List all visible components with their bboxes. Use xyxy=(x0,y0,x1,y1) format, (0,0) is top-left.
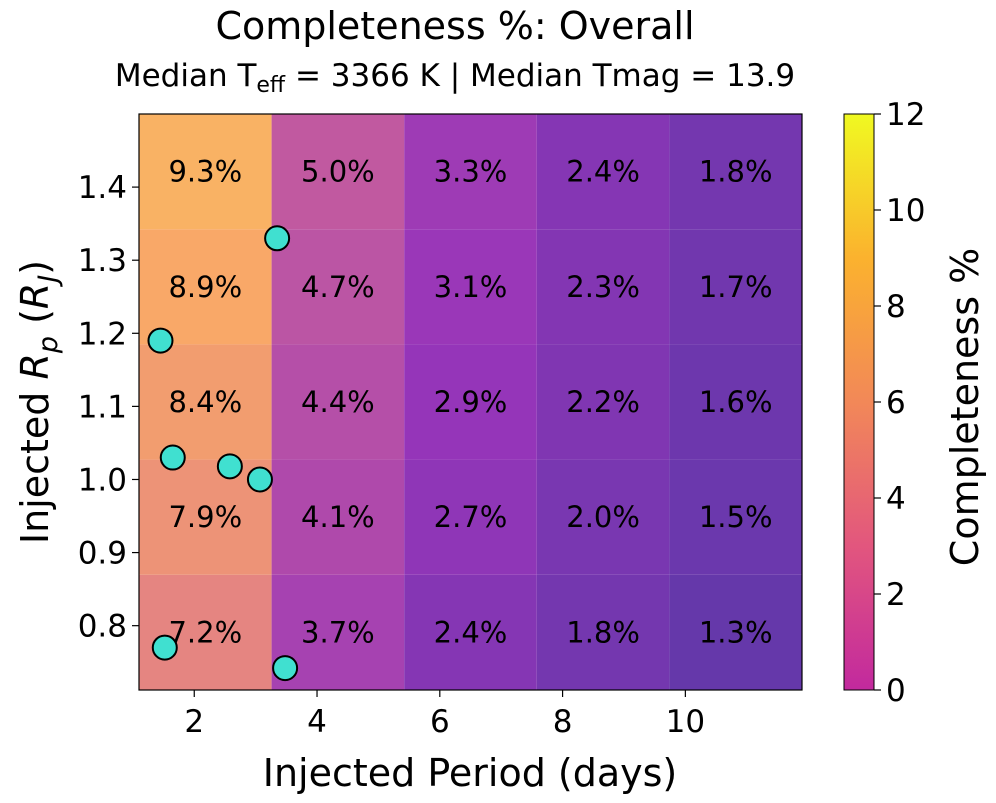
cell-value-label: 1.6% xyxy=(699,385,773,419)
y-tick-label: 1.1 xyxy=(78,389,127,425)
cell-value-label: 2.7% xyxy=(434,500,508,534)
y-label-open-paren: ( xyxy=(13,309,57,336)
heatmap-cell xyxy=(669,574,802,690)
colorbar-tick-label: 12 xyxy=(886,97,925,133)
cell-value-label: 7.9% xyxy=(168,500,242,534)
y-axis-label: Injected Rp (RJ) xyxy=(13,260,64,544)
cell-value-label: 2.4% xyxy=(434,615,508,649)
heatmap-cell xyxy=(536,344,670,460)
cell-value-label: 1.5% xyxy=(699,500,773,534)
heatmap-cell xyxy=(271,114,405,230)
heatmap-cell xyxy=(404,114,537,230)
colorbar-tick-label: 2 xyxy=(886,577,906,613)
colorbar-tick-label: 0 xyxy=(886,673,906,709)
colorbar-tick-label: 10 xyxy=(886,193,925,229)
heatmap-cell xyxy=(404,459,537,575)
heatmap-cell xyxy=(271,229,405,345)
y-tick-label: 0.8 xyxy=(78,609,127,645)
cell-value-label: 4.7% xyxy=(301,270,375,304)
heatmap-cell xyxy=(669,459,802,575)
cell-value-label: 2.0% xyxy=(566,500,640,534)
x-tick-label: 2 xyxy=(184,704,204,740)
planet-marker xyxy=(151,634,178,661)
y-label-var: R xyxy=(13,353,57,379)
y-label-prefix: Injected xyxy=(13,380,57,545)
x-tick-label: 10 xyxy=(666,704,705,740)
heatmap-cell xyxy=(404,574,537,690)
y-label-close-paren: ) xyxy=(13,260,57,275)
cell-value-label: 8.9% xyxy=(168,270,242,304)
heatmap-cell xyxy=(669,114,802,230)
heatmap-cell xyxy=(139,229,272,345)
planet-marker xyxy=(272,655,299,682)
planet-marker xyxy=(264,225,291,252)
subtitle-teff-prefix: Median T xyxy=(114,58,257,94)
colorbar xyxy=(843,113,875,691)
heatmap-cell xyxy=(404,344,537,460)
heatmap-cell xyxy=(139,344,272,460)
heatmap-cell xyxy=(139,114,272,230)
heatmap-cell xyxy=(536,114,670,230)
heatmap-cell xyxy=(536,229,670,345)
cell-value-label: 3.3% xyxy=(434,155,508,189)
chart-subtitle: Median Teff = 3366 K | Median Tmag = 13.… xyxy=(0,58,910,97)
cell-value-label: 1.7% xyxy=(699,270,773,304)
heatmap-cell xyxy=(536,574,670,690)
cell-value-label: 4.4% xyxy=(301,385,375,419)
cell-value-label: 9.3% xyxy=(168,155,242,189)
cell-value-label: 2.2% xyxy=(566,385,640,419)
planet-marker xyxy=(216,453,243,480)
cell-value-label: 7.2% xyxy=(168,615,242,649)
heatmap-cell xyxy=(669,344,802,460)
y-label-unit-var: R xyxy=(13,283,57,309)
subtitle-teff-subscript: eff xyxy=(256,73,286,98)
y-tick-label: 1.3 xyxy=(78,243,127,279)
cell-value-label: 2.3% xyxy=(566,270,640,304)
planet-marker xyxy=(159,444,186,471)
x-tick-label: 8 xyxy=(553,704,573,740)
cell-value-label: 3.7% xyxy=(301,615,375,649)
y-tick-label: 1.2 xyxy=(78,316,127,352)
cell-value-label: 1.8% xyxy=(699,155,773,189)
x-axis-label: Injected Period (days) xyxy=(263,751,678,795)
colorbar-tick-label: 6 xyxy=(886,385,906,421)
heatmap-cell xyxy=(536,459,670,575)
heatmap-cell xyxy=(669,229,802,345)
colorbar-tick-label: 8 xyxy=(886,289,906,325)
heatmap-cell xyxy=(139,574,272,690)
cell-value-label: 4.1% xyxy=(301,500,375,534)
x-tick-label: 6 xyxy=(430,704,450,740)
colorbar-label: Completeness % xyxy=(943,248,987,566)
cell-value-label: 3.1% xyxy=(434,270,508,304)
x-tick-label: 4 xyxy=(307,704,327,740)
plot-frame xyxy=(138,113,803,691)
y-tick-label: 1.4 xyxy=(78,170,127,206)
cell-value-label: 5.0% xyxy=(301,155,375,189)
y-label-var-sub: p xyxy=(33,336,64,354)
cell-value-label: 1.8% xyxy=(566,615,640,649)
chart-title: Completeness %: Overall xyxy=(215,4,695,48)
colorbar-tick-label: 4 xyxy=(886,481,906,517)
cell-value-label: 2.9% xyxy=(434,385,508,419)
planet-marker xyxy=(246,466,273,493)
cell-value-label: 8.4% xyxy=(168,385,242,419)
y-tick-label: 1.0 xyxy=(78,462,127,498)
heatmap-cell xyxy=(404,229,537,345)
cell-value-label: 1.3% xyxy=(699,615,773,649)
subtitle-teff-rest: = 3366 K | Median Tmag = 13.9 xyxy=(285,58,796,94)
heatmap-cell xyxy=(271,344,405,460)
y-tick-label: 0.9 xyxy=(78,536,127,572)
cell-value-label: 2.4% xyxy=(566,155,640,189)
planet-marker xyxy=(147,327,174,354)
heatmap-cell xyxy=(271,459,405,575)
